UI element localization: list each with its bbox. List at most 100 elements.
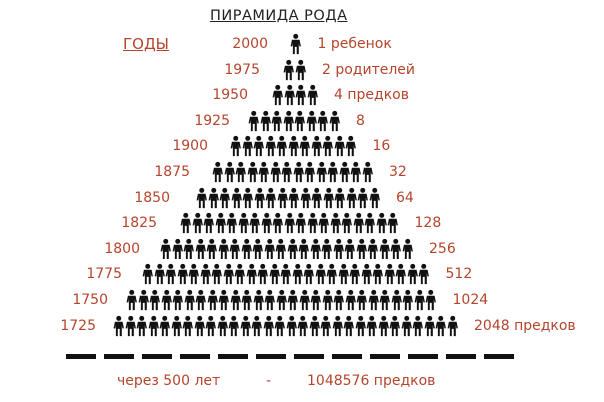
row-count-label: 64 — [396, 189, 414, 206]
person-silhouette-icon — [378, 315, 390, 337]
person-silhouette-icon — [126, 289, 138, 311]
person-silhouette-icon — [412, 315, 424, 337]
person-silhouette-icon — [284, 212, 296, 234]
person-silhouette-icon — [307, 84, 319, 106]
row-count-label: 2 родителей — [322, 61, 416, 78]
row-count-label: 8 — [356, 112, 365, 129]
person-silhouette-icon — [349, 263, 361, 285]
footer-separator: - — [266, 373, 272, 389]
person-silhouette-icon — [402, 238, 414, 260]
person-silhouette-icon — [418, 263, 430, 285]
person-silhouette-icon — [345, 135, 357, 157]
person-silhouette-icon — [223, 263, 235, 285]
person-silhouette-icon — [293, 161, 305, 183]
person-silhouette-icon — [295, 59, 307, 81]
person-silhouette-icon — [182, 315, 194, 337]
person-silhouette-icon — [387, 212, 399, 234]
person-silhouette-icon — [309, 315, 321, 337]
person-silhouette-icon — [219, 187, 231, 209]
person-silhouette-icon — [226, 212, 238, 234]
person-silhouette-icon — [366, 315, 378, 337]
person-silhouette-icon — [263, 315, 275, 337]
person-silhouette-icon — [217, 315, 229, 337]
person-silhouette-icon — [357, 187, 369, 209]
row-year: 1775 — [86, 266, 122, 283]
person-silhouette-icon — [287, 289, 299, 311]
row-count-label: 128 — [414, 215, 442, 232]
person-silhouette-icon — [149, 289, 161, 311]
person-silhouette-icon — [272, 84, 284, 106]
row-year: 1800 — [104, 240, 140, 257]
person-silhouette-icon — [235, 161, 247, 183]
person-silhouette-icon — [200, 263, 212, 285]
person-silhouette-icon — [401, 315, 413, 337]
person-silhouette-icon — [229, 238, 241, 260]
person-silhouette-icon — [231, 187, 243, 209]
person-silhouette-icon — [318, 212, 330, 234]
person-silhouette-icon — [215, 212, 227, 234]
row-year: 1875 — [154, 164, 190, 180]
person-silhouette-icon — [425, 289, 437, 311]
row-year: 1825 — [121, 215, 157, 232]
person-silhouette-icon — [171, 315, 183, 337]
row-year: 1850 — [134, 189, 170, 206]
row-year: 2000 — [232, 36, 268, 52]
person-silhouette-icon — [326, 263, 338, 285]
person-silhouette-icon — [208, 187, 220, 209]
person-silhouette-icon — [192, 212, 204, 234]
person-silhouette-icon — [307, 212, 319, 234]
person-silhouette-icon — [321, 238, 333, 260]
person-silhouette-icon — [230, 135, 242, 157]
person-silhouette-icon — [311, 187, 323, 209]
person-silhouette-icon — [264, 238, 276, 260]
person-silhouette-icon — [287, 238, 299, 260]
person-silhouette-icon — [252, 238, 264, 260]
person-silhouette-icon — [154, 263, 166, 285]
row-count-label: 16 — [372, 138, 391, 155]
person-silhouette-icon — [306, 110, 318, 132]
person-silhouette-icon — [333, 238, 345, 260]
person-silhouette-icon — [136, 315, 148, 337]
person-silhouette-icon — [288, 135, 300, 157]
person-silhouette-icon — [161, 289, 173, 311]
person-silhouette-icon — [384, 263, 396, 285]
person-silhouette-icon — [242, 187, 254, 209]
person-silhouette-icon — [299, 135, 311, 157]
figure-row — [283, 59, 306, 81]
person-silhouette-icon — [203, 212, 215, 234]
person-silhouette-icon — [265, 187, 277, 209]
person-silhouette-icon — [316, 161, 328, 183]
person-silhouette-icon — [183, 238, 195, 260]
person-silhouette-icon — [334, 135, 346, 157]
person-silhouette-icon — [257, 263, 269, 285]
row-year: 1725 — [60, 317, 96, 334]
person-silhouette-icon — [159, 315, 171, 337]
person-silhouette-icon — [310, 238, 322, 260]
person-silhouette-icon — [330, 212, 342, 234]
person-silhouette-icon — [274, 315, 286, 337]
person-silhouette-icon — [269, 263, 281, 285]
person-silhouette-icon — [230, 289, 242, 311]
person-silhouette-icon — [298, 238, 310, 260]
person-silhouette-icon — [241, 289, 253, 311]
figure-row — [113, 315, 458, 337]
person-silhouette-icon — [304, 161, 316, 183]
person-silhouette-icon — [241, 238, 253, 260]
person-silhouette-icon — [160, 238, 172, 260]
person-silhouette-icon — [195, 289, 207, 311]
person-silhouette-icon — [303, 263, 315, 285]
person-silhouette-icon — [333, 289, 345, 311]
person-silhouette-icon — [280, 263, 292, 285]
figure-row — [248, 110, 340, 132]
person-silhouette-icon — [327, 161, 339, 183]
person-silhouette-icon — [311, 135, 323, 157]
person-silhouette-icon — [356, 238, 368, 260]
person-silhouette-icon — [395, 263, 407, 285]
person-silhouette-icon — [228, 315, 240, 337]
row-year: 1975 — [224, 61, 260, 78]
person-silhouette-icon — [211, 263, 223, 285]
person-silhouette-icon — [364, 212, 376, 234]
figure-row — [196, 187, 380, 209]
person-silhouette-icon — [261, 212, 273, 234]
person-silhouette-icon — [292, 263, 304, 285]
